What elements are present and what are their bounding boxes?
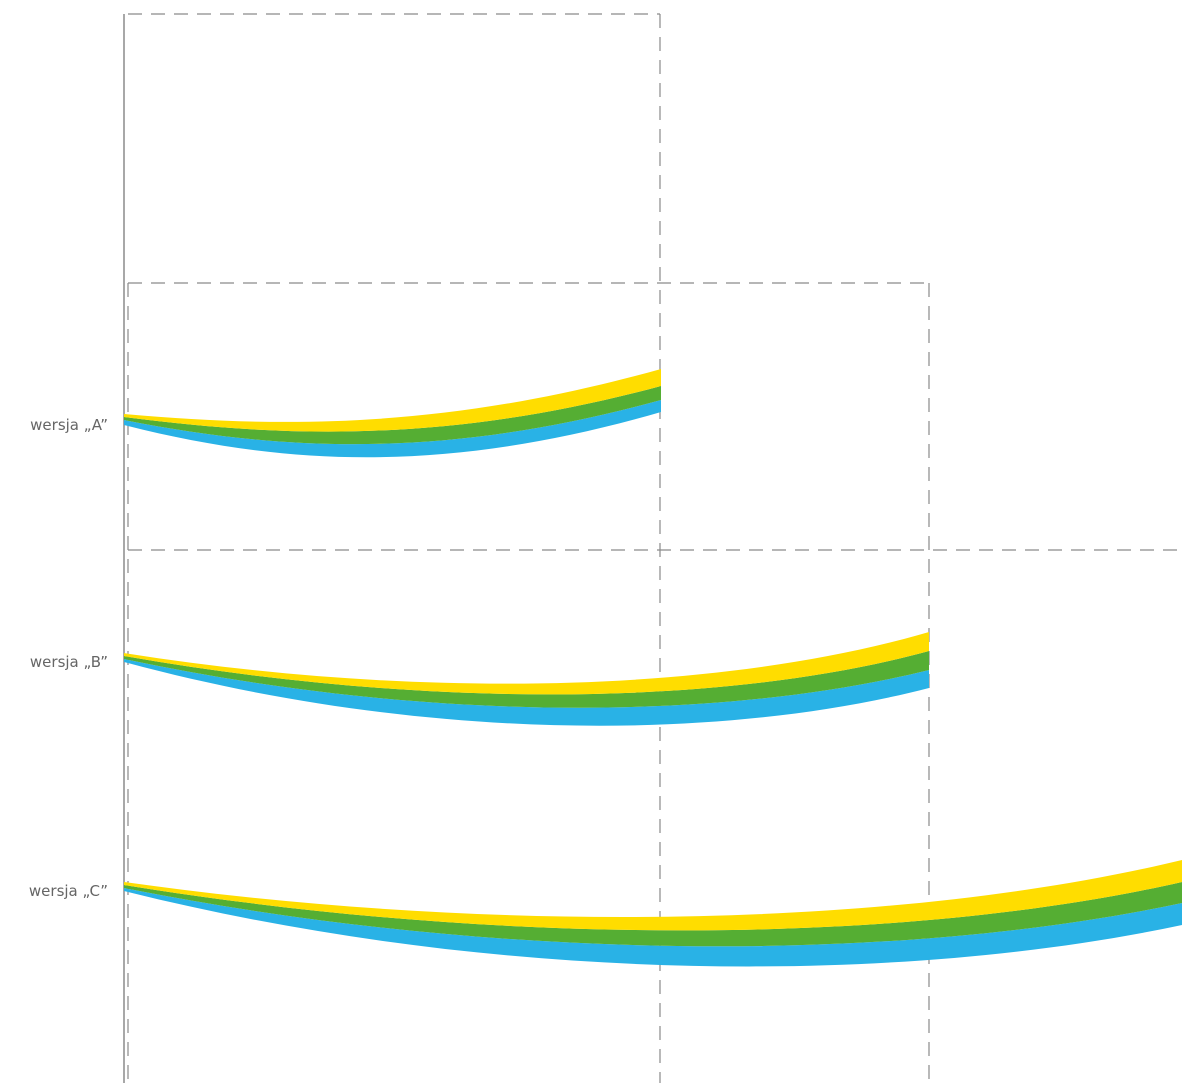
label-version-c: wersja „C” (29, 882, 108, 900)
swoosh-a (124, 369, 661, 458)
swoosh-b-green-band (124, 651, 929, 708)
swoosh-c (124, 860, 1182, 967)
swoosh-c-green-band (124, 882, 1182, 947)
label-version-a: wersja „A” (30, 416, 108, 434)
swoosh-b (124, 632, 929, 726)
swoosh-b-blue-band (124, 659, 929, 726)
swoosh-c-blue-band (124, 888, 1182, 967)
swoosh-b-yellow-band (124, 632, 929, 695)
swoosh-a-yellow-band (124, 369, 661, 432)
swoosh-a-blue-band (124, 400, 661, 458)
swoosh-c-yellow-band (124, 860, 1182, 931)
swoosh-a-green-band (124, 386, 661, 445)
label-version-b: wersja „B” (30, 653, 108, 671)
